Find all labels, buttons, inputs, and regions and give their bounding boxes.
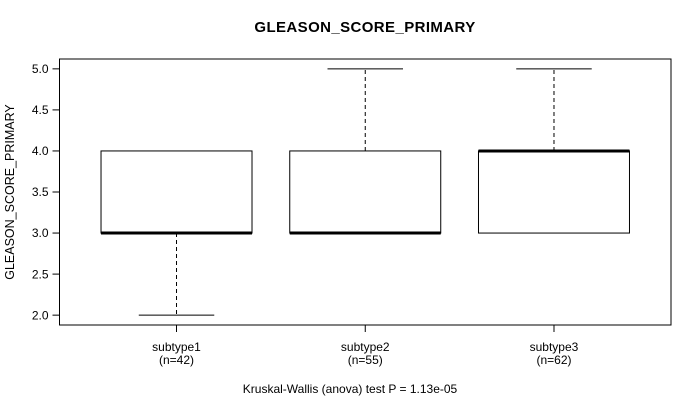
x-group-n-label: (n=55)	[348, 353, 383, 367]
y-tick-label: 5.0	[32, 62, 49, 76]
y-axis-label: GLEASON_SCORE_PRIMARY	[3, 104, 17, 280]
y-tick-label: 3.5	[32, 185, 49, 199]
y-tick-label: 4.0	[32, 144, 49, 158]
stat-test-caption: Kruskal-Wallis (anova) test P = 1.13e-05	[242, 382, 458, 396]
box	[100, 150, 253, 234]
y-tick-label: 2.5	[32, 267, 49, 281]
y-tick-label: 2.0	[32, 308, 49, 322]
box	[477, 150, 630, 234]
x-group-label: subtype1	[152, 340, 201, 354]
y-tick-label: 3.0	[32, 226, 49, 240]
box	[289, 150, 442, 234]
x-group-n-label: (n=62)	[536, 353, 571, 367]
y-tick-label: 4.5	[32, 103, 49, 117]
x-group-label: subtype2	[341, 340, 390, 354]
x-group-n-label: (n=42)	[159, 353, 194, 367]
chart-title: GLEASON_SCORE_PRIMARY	[254, 19, 476, 36]
x-group-label: subtype3	[530, 340, 579, 354]
